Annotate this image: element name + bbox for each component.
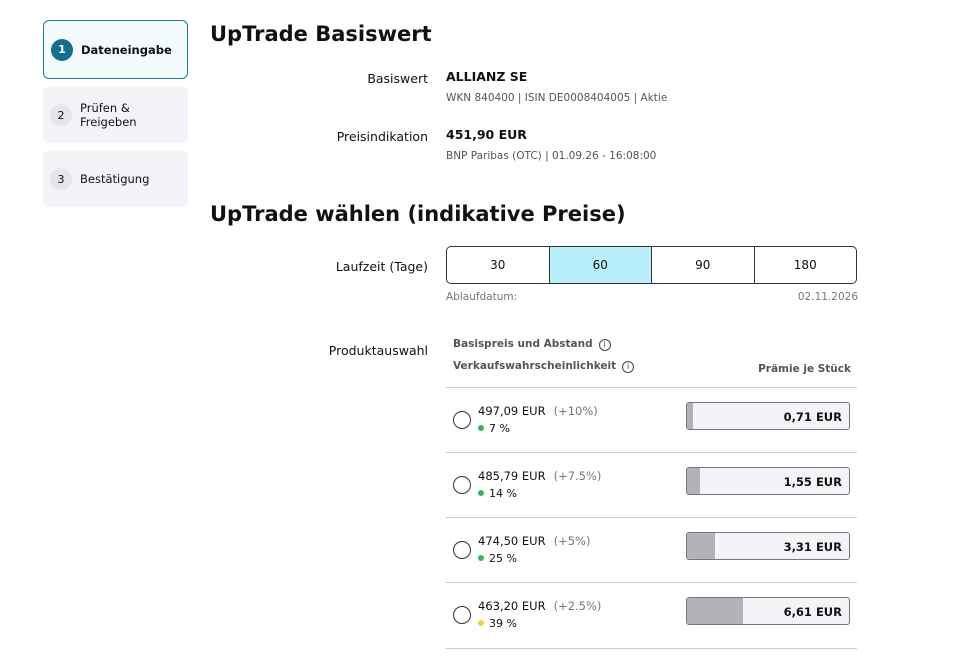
premium-box: 3,31 EUR <box>686 532 850 560</box>
premium-bar <box>687 403 694 429</box>
price: 451,90 EUR <box>446 127 527 142</box>
column-header: Basispreis und Abstand i <box>453 338 611 351</box>
strike-price: 463,20 EUR <box>478 599 546 613</box>
term-option[interactable]: 30 <box>490 258 506 272</box>
column-header: Prämie je Stück <box>758 363 851 375</box>
probability-text: 39 % <box>489 617 517 630</box>
header-text: Verkaufswahrscheinlichkeit <box>453 360 617 372</box>
product-row[interactable]: 497,09 EUR (+10%) 7 % 0,71 EUR <box>446 387 857 453</box>
radio-button[interactable] <box>453 476 471 494</box>
premium-bar <box>687 598 744 624</box>
strike: 474,50 EUR (+5%) <box>478 534 590 548</box>
probability-text: 25 % <box>489 552 517 565</box>
underlying-details: WKN 840400 | ISIN DE0008404005 | Aktie <box>446 92 668 104</box>
premium-label: 3,31 EUR <box>783 540 842 554</box>
premium-label: 0,71 EUR <box>783 410 842 424</box>
probability: 25 % <box>478 552 517 565</box>
probability: 39 % <box>478 617 517 630</box>
term-option[interactable]: 90 <box>651 247 754 283</box>
product-row[interactable]: 474,50 EUR (+5%) 25 % 3,31 EUR <box>446 517 857 583</box>
section-title: UpTrade wählen (indikative Preise) <box>210 202 626 226</box>
field-label: Produktauswahl <box>328 343 428 358</box>
probability: 14 % <box>478 487 517 500</box>
strike: 497,09 EUR (+10%) <box>478 404 598 418</box>
probability-text: 14 % <box>489 487 517 500</box>
premium-box: 1,55 EUR <box>686 467 850 495</box>
radio-button[interactable] <box>453 606 471 624</box>
term-selector: 30 60 90 180 <box>446 246 857 284</box>
probability-dot <box>478 620 484 626</box>
strike-price: 497,09 EUR <box>478 404 546 418</box>
step-number: 3 <box>50 168 72 190</box>
distance: (+7.5%) <box>553 469 602 483</box>
premium-box: 0,71 EUR <box>686 402 850 430</box>
field-label: Laufzeit (Tage) <box>335 259 428 274</box>
underlying-name: ALLIANZ SE <box>446 69 528 84</box>
section-title: UpTrade Basiswert <box>210 22 432 46</box>
probability-dot <box>478 555 484 561</box>
premium-bar <box>687 533 716 559</box>
expiry-date: 02.11.2026 <box>797 291 858 303</box>
expiry-label: Ablaufdatum: <box>446 291 518 303</box>
step-number: 2 <box>50 104 72 126</box>
column-header: Verkaufswahrscheinlichkeit i <box>453 360 635 373</box>
info-icon[interactable]: i <box>598 339 611 351</box>
product-row[interactable]: 463,20 EUR (+2.5%) 39 % 6,61 EUR <box>446 582 857 649</box>
distance: (+10%) <box>553 404 598 418</box>
product-row[interactable]: 485,79 EUR (+7.5%) 14 % 1,55 EUR <box>446 452 857 518</box>
premium-label: 6,61 EUR <box>783 605 842 619</box>
probability: 7 % <box>478 422 510 435</box>
strike: 485,79 EUR (+7.5%) <box>478 469 601 483</box>
premium-bar <box>687 468 701 494</box>
term-option[interactable]: 180 <box>753 247 857 283</box>
distance: (+5%) <box>553 534 591 548</box>
probability-dot <box>478 425 484 431</box>
distance: (+2.5%) <box>553 599 602 613</box>
probability-text: 7 % <box>489 422 510 435</box>
step-label: Dateneingabe <box>81 42 172 57</box>
price-source: BNP Paribas (OTC) | 01.09.26 - 16:08:00 <box>446 150 657 162</box>
field-label: Basiswert <box>367 71 428 86</box>
header-text: Basispreis und Abstand <box>453 338 593 350</box>
premium-box: 6,61 EUR <box>686 597 850 625</box>
radio-button[interactable] <box>453 541 471 559</box>
probability-dot <box>478 490 484 496</box>
strike: 463,20 EUR (+2.5%) <box>478 599 601 613</box>
radio-button[interactable] <box>453 411 471 429</box>
strike-price: 485,79 EUR <box>478 469 546 483</box>
step-label: Prüfen & Freigeben <box>80 101 137 129</box>
step[interactable]: 3 Bestätigung <box>43 151 188 207</box>
step[interactable]: 2 Prüfen & Freigeben <box>43 87 188 143</box>
step-label: Bestätigung <box>80 172 150 186</box>
step-number: 1 <box>51 38 73 61</box>
strike-price: 474,50 EUR <box>478 534 546 548</box>
field-label: Preisindikation <box>336 129 428 144</box>
step[interactable]: 1 Dateneingabe <box>43 20 188 79</box>
premium-label: 1,55 EUR <box>783 475 842 489</box>
info-icon[interactable]: i <box>622 361 635 373</box>
term-option[interactable]: 60 <box>548 247 651 283</box>
